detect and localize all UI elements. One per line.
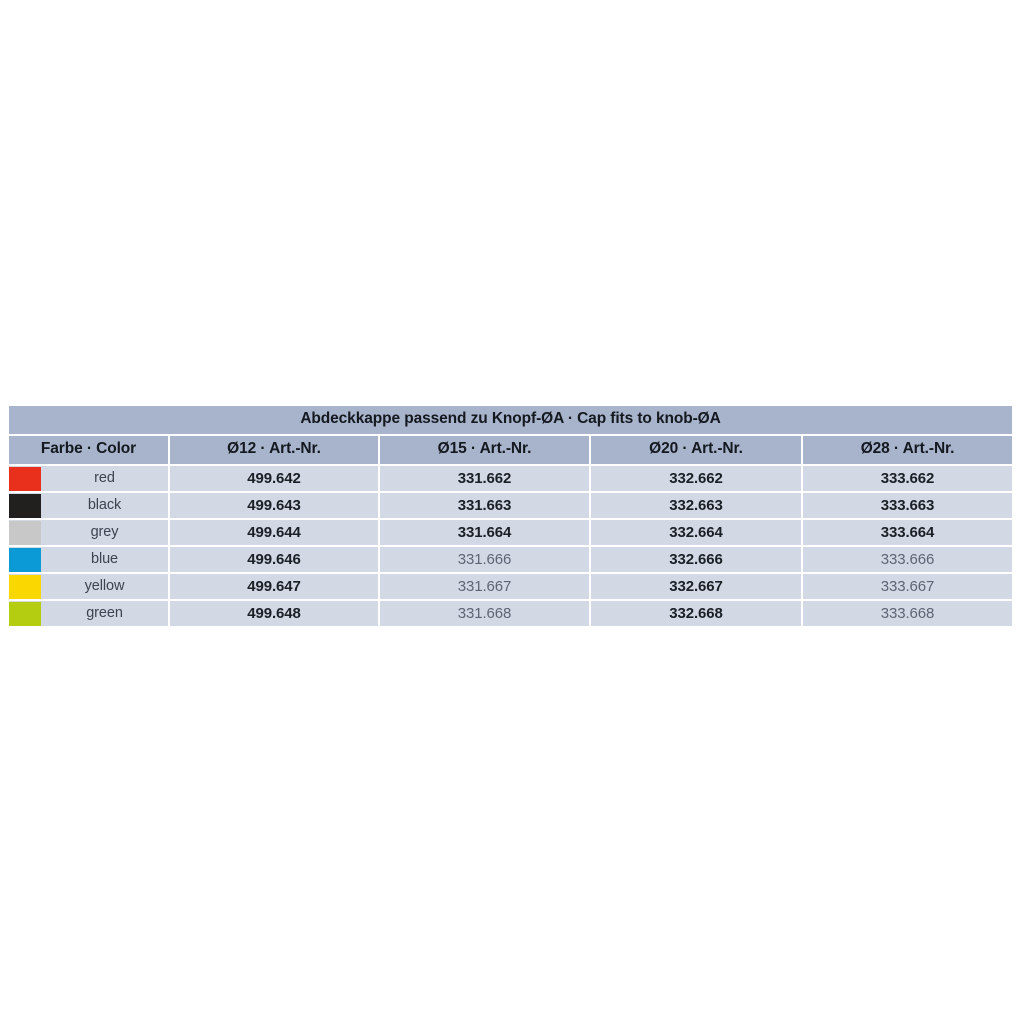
- table-row: yellow 499.647 331.667 332.667 333.667: [9, 574, 1013, 601]
- table-row: green 499.648 331.668 332.668 333.668: [9, 601, 1013, 626]
- cap-article-number-table: Abdeckkappe passend zu Knopf-ØA · Cap fi…: [9, 406, 1013, 626]
- column-header-d28: Ø28 · Art.-Nr.: [803, 436, 1013, 466]
- article-number-cell: 332.666: [591, 547, 803, 574]
- color-swatch-cell: [9, 493, 41, 520]
- color-swatch: [9, 520, 41, 545]
- color-swatch: [9, 466, 41, 491]
- color-swatch: [9, 493, 41, 518]
- color-name: yellow: [41, 574, 170, 601]
- table-title-row: Abdeckkappe passend zu Knopf-ØA · Cap fi…: [9, 406, 1013, 436]
- article-number-cell: 499.642: [170, 466, 380, 493]
- article-number-cell: 331.663: [380, 493, 591, 520]
- article-number-cell: 331.664: [380, 520, 591, 547]
- table-row: grey 499.644 331.664 332.664 333.664: [9, 520, 1013, 547]
- color-swatch-cell: [9, 466, 41, 493]
- article-number-cell: 332.664: [591, 520, 803, 547]
- article-number-cell: 499.646: [170, 547, 380, 574]
- color-swatch-cell: [9, 547, 41, 574]
- color-swatch: [9, 601, 41, 626]
- column-header-d20: Ø20 · Art.-Nr.: [591, 436, 803, 466]
- article-number-cell: 333.662: [803, 466, 1013, 493]
- article-number-cell: 332.663: [591, 493, 803, 520]
- color-name: red: [41, 466, 170, 493]
- article-number-cell: 333.664: [803, 520, 1013, 547]
- column-header-d12: Ø12 · Art.-Nr.: [170, 436, 380, 466]
- table-header-row: Farbe · Color Ø12 · Art.-Nr. Ø15 · Art.-…: [9, 436, 1013, 466]
- article-number-cell: 331.667: [380, 574, 591, 601]
- article-number-cell: 332.662: [591, 466, 803, 493]
- color-name: grey: [41, 520, 170, 547]
- column-header-color: Farbe · Color: [9, 436, 170, 466]
- table-row: black 499.643 331.663 332.663 333.663: [9, 493, 1013, 520]
- article-number-cell: 331.662: [380, 466, 591, 493]
- color-swatch-cell: [9, 601, 41, 626]
- article-number-cell: 499.644: [170, 520, 380, 547]
- color-swatch: [9, 574, 41, 599]
- table-body: red 499.642 331.662 332.662 333.662 black 499.…: [9, 466, 1013, 626]
- article-number-cell: 333.663: [803, 493, 1013, 520]
- color-name: green: [41, 601, 170, 626]
- color-swatch: [9, 547, 41, 572]
- article-number-cell: 333.668: [803, 601, 1013, 626]
- column-header-d15: Ø15 · Art.-Nr.: [380, 436, 591, 466]
- article-number-cell: 332.668: [591, 601, 803, 626]
- article-number-cell: 331.666: [380, 547, 591, 574]
- article-number-cell: 499.643: [170, 493, 380, 520]
- color-swatch-cell: [9, 520, 41, 547]
- article-number-cell: 332.667: [591, 574, 803, 601]
- table-title: Abdeckkappe passend zu Knopf-ØA · Cap fi…: [9, 406, 1013, 436]
- color-name: black: [41, 493, 170, 520]
- color-swatch-cell: [9, 574, 41, 601]
- article-number-cell: 333.667: [803, 574, 1013, 601]
- article-number-cell: 331.668: [380, 601, 591, 626]
- color-name: blue: [41, 547, 170, 574]
- table-row: red 499.642 331.662 332.662 333.662: [9, 466, 1013, 493]
- table-row: blue 499.646 331.666 332.666 333.666: [9, 547, 1013, 574]
- article-number-cell: 499.648: [170, 601, 380, 626]
- article-number-cell: 333.666: [803, 547, 1013, 574]
- article-number-cell: 499.647: [170, 574, 380, 601]
